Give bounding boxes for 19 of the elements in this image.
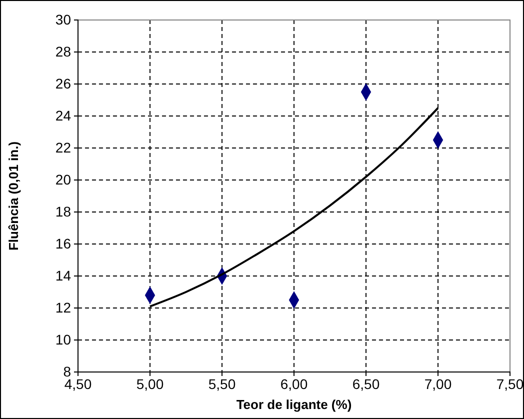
y-tick-label: 24 xyxy=(55,107,72,124)
y-tick-label: 20 xyxy=(55,171,72,188)
y-tick-label: 26 xyxy=(55,75,72,92)
x-tick-label: 5,50 xyxy=(208,376,236,392)
x-tick-label: 5,00 xyxy=(136,376,164,392)
y-tick-label: 22 xyxy=(55,139,72,156)
y-tick-label: 18 xyxy=(55,203,72,220)
x-tick-label: 7,00 xyxy=(424,376,452,392)
x-axis-title: Teor de ligante (%) xyxy=(236,397,352,412)
y-tick-label: 10 xyxy=(55,331,72,348)
y-tick-label: 16 xyxy=(55,235,72,252)
y-axis-title: Fluência (0,01 in.) xyxy=(6,141,21,251)
x-tick-label: 6,50 xyxy=(352,376,380,392)
y-tick-label: 14 xyxy=(55,267,72,284)
x-tick-label: 6,00 xyxy=(280,376,308,392)
y-tick-label: 30 xyxy=(55,11,72,28)
y-tick-label: 28 xyxy=(55,43,72,60)
y-tick-label: 12 xyxy=(55,299,72,316)
x-tick-label: 7,50 xyxy=(496,376,524,392)
